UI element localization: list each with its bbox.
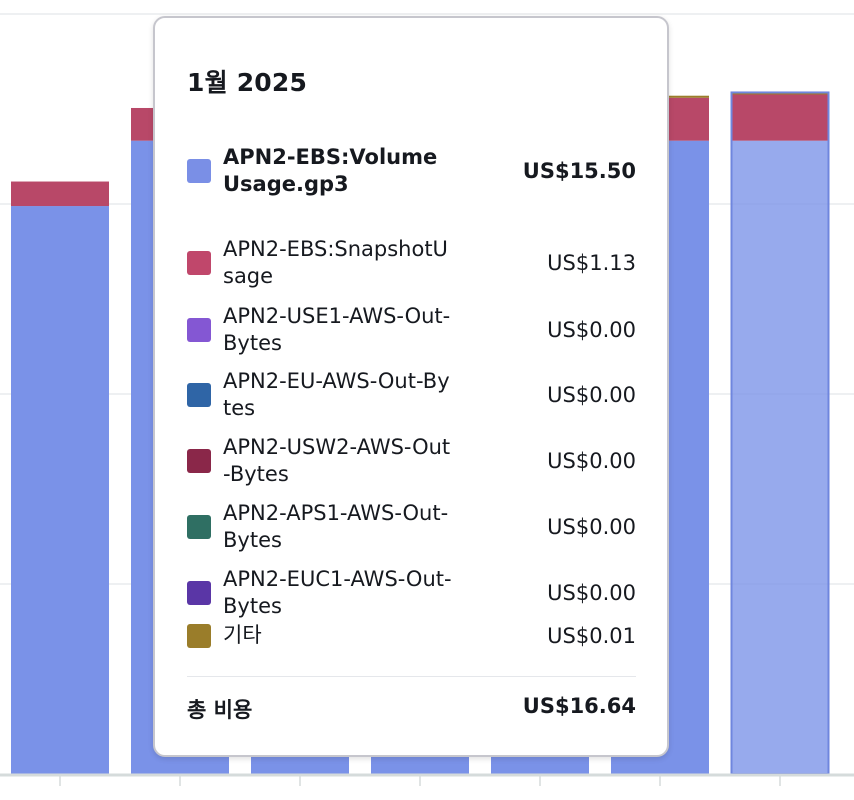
tooltip-row-value: US$0.00 [547, 449, 636, 473]
bar-segment[interactable] [11, 206, 109, 774]
legend-swatch-icon [187, 515, 211, 539]
bar-segment[interactable] [731, 94, 829, 141]
tooltip-row-aps1-out-bytes: APN2-APS1-AWS-Out-Bytes US$0.00 [187, 500, 636, 554]
chart-tooltip: 1월 2025 APN2-EBS:VolumeUsage.gp3 US$15.5… [153, 16, 669, 757]
tooltip-row-value: US$0.00 [547, 515, 636, 539]
legend-swatch-icon [187, 581, 211, 605]
tooltip-row-label: APN2-USW2-AWS-Out-Bytes [223, 435, 451, 486]
tooltip-row-euc1-out-bytes: APN2-EUC1-AWS-Out-Bytes US$0.00 [187, 566, 636, 620]
tooltip-row-value: US$0.00 [547, 318, 636, 342]
tooltip-row-value: US$0.00 [547, 383, 636, 407]
bar-segment[interactable] [11, 181, 109, 207]
legend-swatch-icon [187, 159, 211, 183]
tooltip-title: 1월 2025 [187, 68, 308, 97]
tooltip-row-label: APN2-APS1-AWS-Out-Bytes [223, 501, 449, 552]
tooltip-row-value: US$15.50 [522, 159, 636, 183]
tooltip-row-snapshot-usage: APN2-EBS:SnapshotUsage US$1.13 [187, 236, 636, 290]
tooltip-divider [187, 676, 636, 677]
tooltip-row-value: US$0.01 [547, 623, 636, 648]
total-cost-value: US$16.64 [522, 694, 636, 718]
tooltip-row-volume-usage: APN2-EBS:VolumeUsage.gp3 US$15.50 [187, 144, 636, 198]
tooltip-row-other: 기타 US$0.01 [187, 622, 636, 649]
tooltip-row-label: APN2-EUC1-AWS-Out-Bytes [223, 567, 452, 618]
bar-segment[interactable] [731, 92, 829, 95]
tooltip-row-value: US$1.13 [547, 251, 636, 275]
tooltip-row-use1-out-bytes: APN2-USE1-AWS-Out-Bytes US$0.00 [187, 303, 636, 357]
tooltip-row-label: APN2-USE1-AWS-Out-Bytes [223, 304, 451, 355]
tooltip-row-eu-out-bytes: APN2-EU-AWS-Out-Bytes US$0.00 [187, 368, 636, 422]
tooltip-row-label: APN2-EBS:VolumeUsage.gp3 [223, 145, 438, 196]
legend-swatch-icon [187, 623, 211, 648]
legend-swatch-icon [187, 449, 211, 473]
x-axis [0, 773, 854, 786]
legend-swatch-icon [187, 251, 211, 275]
tooltip-row-label: APN2-EU-AWS-Out-Bytes [223, 369, 450, 420]
legend-swatch-icon [187, 318, 211, 342]
tooltip-row-usw2-out-bytes: APN2-USW2-AWS-Out-Bytes US$0.00 [187, 434, 636, 488]
tooltip-row-value: US$0.00 [547, 581, 636, 605]
bar-segment[interactable] [731, 140, 829, 774]
tooltip-row-label: 기타 [223, 623, 262, 647]
tooltip-row-label: APN2-EBS:SnapshotUsage [223, 237, 448, 288]
legend-swatch-icon [187, 383, 211, 407]
total-cost-label: 총 비용 [187, 698, 253, 722]
